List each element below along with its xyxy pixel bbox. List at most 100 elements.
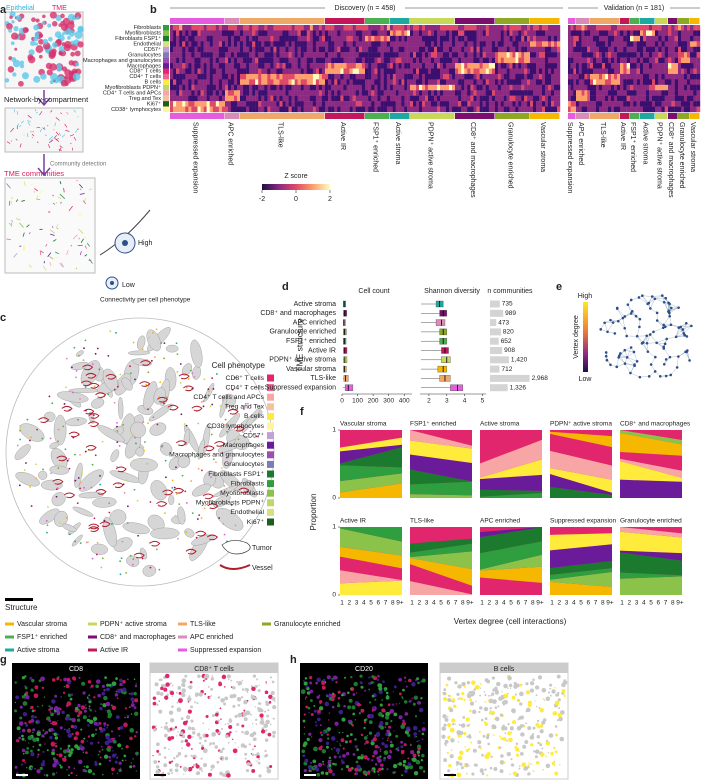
heat-cell bbox=[228, 68, 232, 75]
heat-cell bbox=[218, 84, 223, 91]
cell bbox=[502, 737, 507, 741]
vertex bbox=[664, 296, 668, 300]
cell bbox=[468, 723, 471, 726]
heat-cell bbox=[309, 41, 314, 47]
cell bbox=[95, 679, 101, 684]
heat-cell bbox=[434, 35, 438, 42]
cell bbox=[187, 709, 192, 714]
cell bbox=[398, 677, 402, 682]
cell bbox=[355, 692, 358, 694]
cell bbox=[155, 769, 160, 775]
tumor-region bbox=[121, 377, 133, 391]
cell bbox=[94, 710, 97, 713]
cell bbox=[67, 22, 75, 30]
group-bar bbox=[390, 113, 410, 119]
heat-cell bbox=[593, 46, 597, 53]
cell bbox=[395, 734, 399, 738]
heat-cell bbox=[491, 57, 496, 64]
heat-cell bbox=[536, 101, 540, 107]
cell bbox=[51, 699, 56, 704]
heat-cell bbox=[343, 68, 347, 75]
cell bbox=[242, 712, 247, 717]
cell bbox=[322, 760, 325, 763]
edge bbox=[624, 363, 635, 365]
heat-cell bbox=[225, 35, 229, 42]
heat-cell bbox=[491, 41, 496, 47]
cell bbox=[234, 524, 237, 527]
cell bbox=[556, 719, 559, 722]
heat-cell bbox=[551, 106, 555, 113]
heat-cell bbox=[599, 90, 603, 96]
heat-cell bbox=[209, 90, 213, 96]
cell bbox=[18, 736, 22, 740]
heat-cell bbox=[179, 79, 183, 86]
cell bbox=[82, 691, 86, 695]
edge bbox=[80, 238, 84, 243]
cell bbox=[221, 747, 225, 751]
heat-cell bbox=[512, 52, 516, 58]
vertex bbox=[681, 328, 685, 331]
cell bbox=[303, 768, 307, 773]
heat-cell bbox=[392, 84, 396, 91]
tumor-region bbox=[127, 350, 151, 356]
heat-cell bbox=[617, 25, 621, 31]
heat-cell bbox=[312, 90, 317, 96]
heat-cell bbox=[300, 35, 304, 42]
heat-cell bbox=[383, 90, 388, 96]
edge bbox=[82, 200, 87, 205]
heat-cell bbox=[276, 46, 280, 53]
heat-cell bbox=[521, 41, 525, 47]
cell bbox=[345, 752, 350, 756]
heat-cell bbox=[276, 106, 280, 113]
cell bbox=[181, 734, 186, 739]
edge bbox=[617, 308, 624, 319]
heat-cell bbox=[458, 68, 462, 75]
heat-cell bbox=[200, 68, 204, 75]
heat-cell bbox=[434, 25, 438, 31]
heat-cell bbox=[407, 25, 411, 31]
heat-cell bbox=[533, 90, 537, 96]
heat-cell bbox=[587, 90, 591, 96]
cell bbox=[21, 737, 25, 741]
heat-cell bbox=[194, 106, 198, 113]
heat-cell bbox=[221, 68, 226, 75]
heat-cell bbox=[374, 68, 378, 75]
heat-cell bbox=[297, 79, 301, 86]
heat-cell bbox=[346, 57, 350, 64]
cell bbox=[536, 734, 541, 739]
heat-cell bbox=[458, 90, 462, 96]
heat-cell bbox=[608, 25, 612, 31]
heat-cell bbox=[500, 46, 504, 53]
cell bbox=[220, 467, 223, 469]
heat-cell bbox=[428, 52, 432, 58]
heat-cell bbox=[325, 106, 329, 113]
tumor-region bbox=[110, 449, 120, 462]
heat-cell bbox=[306, 68, 311, 75]
heat-cell bbox=[482, 41, 486, 47]
vertex bbox=[684, 321, 688, 325]
heat-cell bbox=[285, 73, 289, 80]
heat-cell bbox=[300, 46, 304, 53]
heat-cell bbox=[258, 79, 262, 86]
heat-cell bbox=[584, 52, 588, 58]
heat-cell bbox=[306, 101, 311, 107]
vessel bbox=[185, 548, 197, 555]
cell bbox=[350, 687, 353, 690]
vertex bbox=[647, 375, 651, 378]
heat-cell bbox=[473, 79, 477, 86]
cell bbox=[28, 729, 31, 732]
cell bbox=[7, 66, 15, 73]
cell bbox=[539, 708, 545, 713]
cell bbox=[33, 75, 41, 83]
cell bbox=[259, 713, 264, 718]
cell bbox=[8, 28, 13, 33]
group-bar bbox=[620, 18, 630, 24]
label: Structure bbox=[5, 603, 38, 612]
heat-cell bbox=[446, 35, 450, 42]
heat-cell bbox=[506, 35, 510, 42]
heat-cell bbox=[243, 52, 247, 58]
heat-cell bbox=[334, 30, 338, 37]
heat-cell bbox=[395, 79, 399, 86]
heat-cell bbox=[581, 30, 585, 37]
heat-cell bbox=[285, 95, 289, 102]
